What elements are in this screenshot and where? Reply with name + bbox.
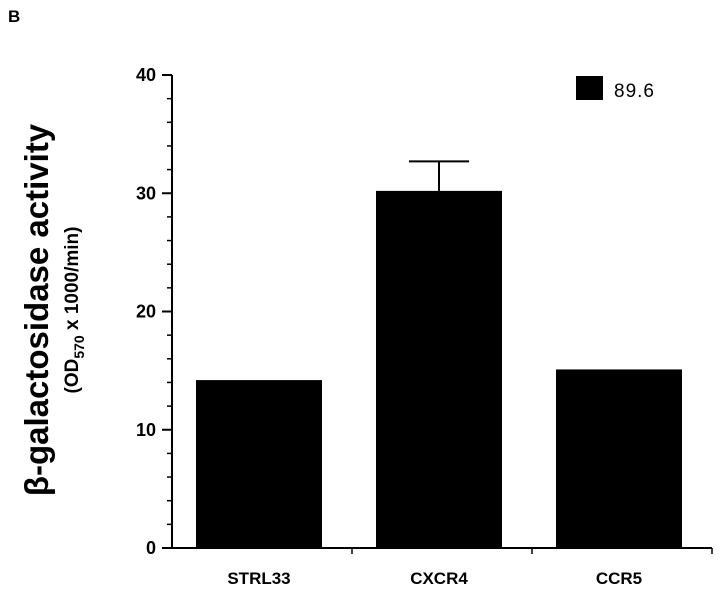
y-axis-title-symbol: β (18, 476, 55, 496)
panel-label: B (8, 7, 20, 26)
y-axis-title-text: -galactosidase activity (18, 123, 55, 476)
y-tick-label: 10 (136, 420, 156, 440)
bar-cxcr4 (376, 190, 502, 548)
bars: STRL33 CXCR4 CCR5 (196, 160, 682, 588)
x-tick-label: CCR5 (596, 569, 642, 588)
y-axis-units-subscript: 570 (71, 335, 87, 359)
y-tick-label: 20 (136, 302, 156, 322)
bar-ccr5 (556, 369, 682, 548)
y-tick-label: 40 (136, 65, 156, 85)
legend-swatch (576, 76, 603, 100)
x-tick-label: CXCR4 (410, 569, 468, 588)
y-axis-units-suffix: x 1000/min) (62, 227, 83, 336)
legend-entry: 89.6 (614, 81, 655, 102)
y-axis-units-prefix: (OD (62, 359, 83, 394)
y-axis-units: (OD570 x 1000/min) (62, 227, 87, 394)
y-axis-sublabel: (OD570 x 1000/min) (62, 227, 87, 394)
legend: 89.6 (576, 76, 655, 102)
bar-strl33 (196, 380, 322, 548)
y-tick-label: 0 (146, 538, 156, 558)
y-axis-label: β-galactosidase activity (18, 123, 55, 496)
y-tick-label: 30 (136, 183, 156, 203)
y-axis-title: β-galactosidase activity (18, 123, 55, 496)
x-tick-label: STRL33 (227, 569, 290, 588)
